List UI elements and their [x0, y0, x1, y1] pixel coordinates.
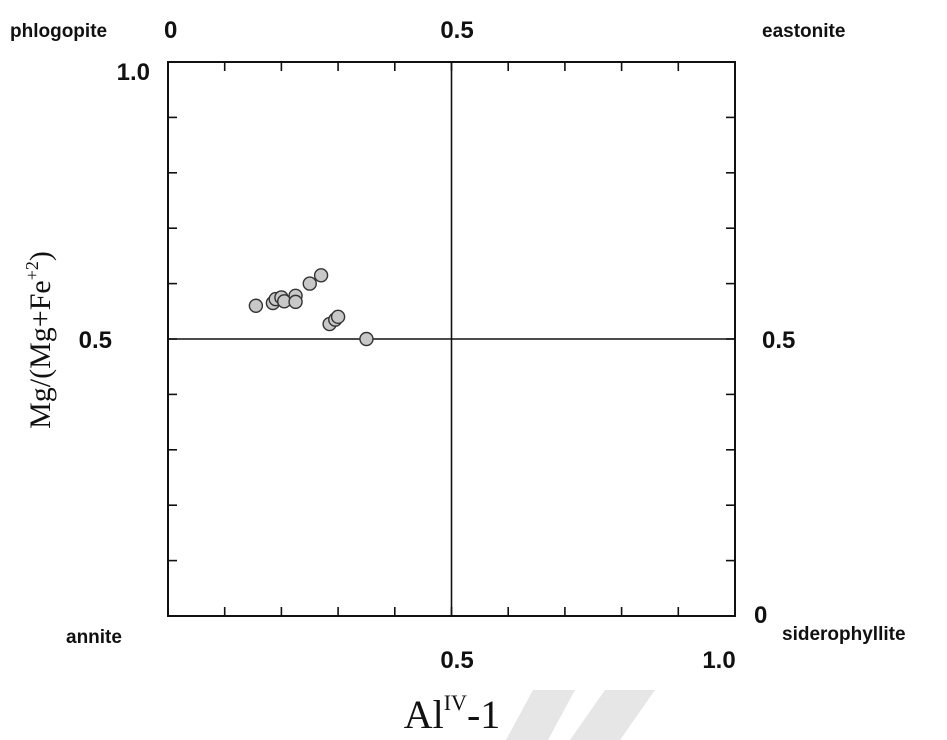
top-tick-label-mid: 0.5	[440, 17, 473, 44]
data-point	[248, 298, 264, 313]
bottom-tick-label-end: 1.0	[702, 647, 735, 674]
y-axis-label: Mg/(Mg+Fe+2)	[22, 251, 57, 429]
x-axis-label: AlIV-1	[404, 690, 501, 737]
data-point	[313, 268, 329, 283]
x-axis-label-superscript: IV	[444, 690, 467, 715]
y-axis-label-superscript: +2	[22, 261, 42, 280]
y-axis-label-suffix: )	[24, 251, 57, 261]
data-point	[330, 309, 346, 325]
watermark-shapes	[506, 690, 655, 740]
data-point	[288, 294, 303, 310]
data-point	[302, 276, 317, 291]
end-member-top-left: phlogopite	[10, 21, 107, 42]
right-tick-label-mid: 0.5	[762, 327, 795, 354]
end-member-bottom-right: siderophyllite	[782, 624, 906, 645]
bottom-tick-label-mid: 0.5	[440, 647, 473, 674]
left-tick-label-top: 1.0	[117, 59, 150, 86]
top-tick-label-start: 0	[164, 17, 177, 44]
y-axis-label-main: Mg/(Mg+Fe	[24, 280, 57, 429]
data-points	[248, 268, 374, 347]
left-tick-label-mid: 0.5	[79, 327, 112, 354]
x-axis-label-suffix: -1	[467, 692, 500, 737]
end-member-bottom-left: annite	[66, 627, 122, 648]
axis-ticks	[168, 62, 735, 616]
x-axis-label-main: Al	[404, 692, 444, 737]
data-point	[359, 331, 374, 347]
end-member-top-right: eastonite	[762, 21, 845, 42]
right-tick-label-bottom: 0	[754, 602, 767, 629]
